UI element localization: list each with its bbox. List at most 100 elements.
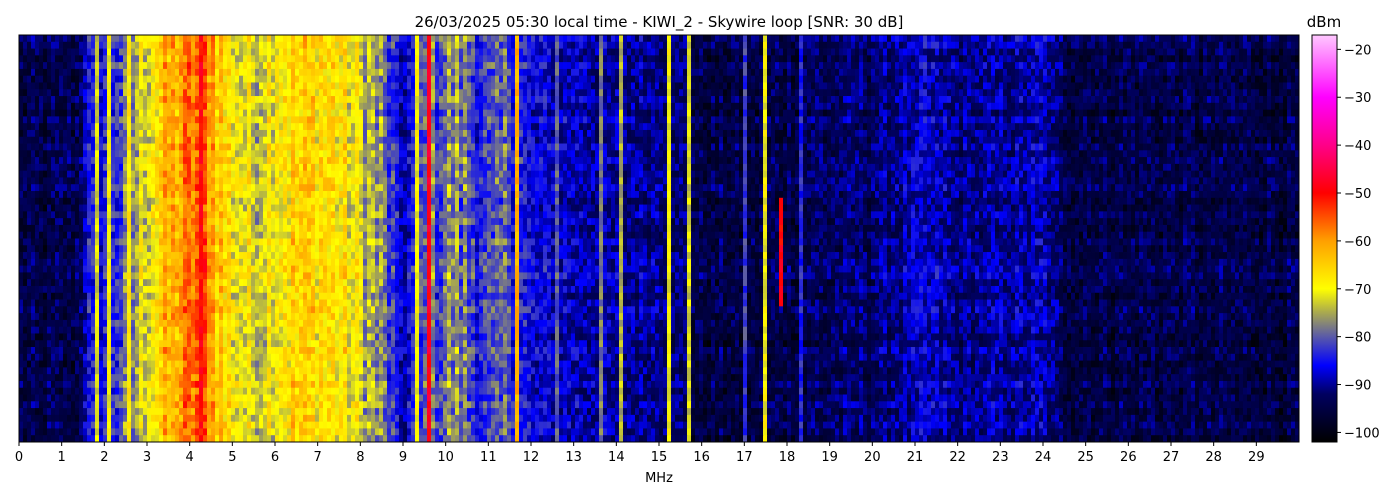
heatmap-cell	[251, 130, 255, 137]
heatmap-cell	[1179, 55, 1183, 62]
heatmap-cell	[211, 116, 215, 123]
heatmap-cell	[1151, 82, 1155, 89]
heatmap-cell	[863, 42, 867, 49]
heatmap-cell	[387, 89, 391, 96]
heatmap-cell	[655, 49, 659, 56]
heatmap-cell	[183, 130, 187, 137]
heatmap-cell	[1183, 89, 1187, 96]
heatmap-cell	[1291, 35, 1295, 42]
heatmap-cell	[947, 110, 951, 117]
heatmap-cell	[675, 49, 679, 56]
heatmap-cell	[151, 137, 155, 144]
heatmap-cell	[659, 137, 663, 144]
heatmap-cell	[651, 76, 655, 83]
heatmap-cell	[743, 69, 747, 76]
heatmap-cell	[1115, 49, 1119, 56]
heatmap-cell	[1159, 103, 1163, 110]
heatmap-cell	[603, 103, 607, 110]
heatmap-cell	[1175, 42, 1179, 49]
heatmap-cell	[691, 76, 695, 83]
heatmap-cell	[559, 123, 563, 130]
heatmap-cell	[415, 89, 419, 96]
heatmap-cell	[723, 55, 727, 62]
heatmap-cell	[1019, 49, 1023, 56]
heatmap-cell	[675, 82, 679, 89]
heatmap-cell	[935, 76, 939, 83]
heatmap-cell	[675, 116, 679, 123]
heatmap-cell	[47, 137, 51, 144]
heatmap-cell	[723, 103, 727, 110]
heatmap-cell	[347, 49, 351, 56]
heatmap-cell	[955, 55, 959, 62]
heatmap-cell	[339, 137, 343, 144]
heatmap-cell	[511, 69, 515, 76]
heatmap-cell	[547, 42, 551, 49]
heatmap-cell	[663, 82, 667, 89]
heatmap-cell	[1111, 62, 1115, 69]
heatmap-cell	[367, 96, 371, 103]
heatmap-cell	[1043, 82, 1047, 89]
heatmap-cell	[295, 130, 299, 137]
heatmap-cell	[19, 123, 23, 130]
heatmap-cell	[343, 110, 347, 117]
heatmap-cell	[447, 55, 451, 62]
heatmap-cell	[739, 96, 743, 103]
heatmap-cell	[63, 89, 67, 96]
heatmap-cell	[139, 89, 143, 96]
heatmap-cell	[1059, 130, 1063, 137]
heatmap-cell	[1007, 42, 1011, 49]
heatmap-cell	[923, 103, 927, 110]
heatmap-cell	[555, 123, 559, 130]
heatmap-cell	[1035, 82, 1039, 89]
heatmap-cell	[383, 55, 387, 62]
heatmap-cell	[843, 76, 847, 83]
heatmap-cell	[659, 49, 663, 56]
heatmap-cell	[271, 62, 275, 69]
heatmap-cell	[71, 123, 75, 130]
heatmap-cell	[779, 110, 783, 117]
heatmap-cell	[355, 96, 359, 103]
heatmap-cell	[771, 89, 775, 96]
heatmap-cell	[315, 76, 319, 83]
heatmap-cell	[655, 62, 659, 69]
heatmap-cell	[1019, 82, 1023, 89]
heatmap-cell	[411, 123, 415, 130]
heatmap-cell	[95, 42, 99, 49]
heatmap-cell	[835, 123, 839, 130]
heatmap-cell	[747, 123, 751, 130]
heatmap-cell	[43, 137, 47, 144]
heatmap-cell	[75, 42, 79, 49]
heatmap-cell	[391, 123, 395, 130]
heatmap-cell	[227, 62, 231, 69]
heatmap-cell	[1083, 96, 1087, 103]
heatmap-cell	[1055, 96, 1059, 103]
heatmap-cell	[755, 42, 759, 49]
heatmap-cell	[883, 42, 887, 49]
heatmap-cell	[691, 103, 695, 110]
heatmap-cell	[1187, 82, 1191, 89]
heatmap-cell	[111, 35, 115, 42]
heatmap-cell	[407, 55, 411, 62]
heatmap-cell	[579, 49, 583, 56]
heatmap-cell	[323, 82, 327, 89]
heatmap-cell	[623, 62, 627, 69]
heatmap-cell	[495, 123, 499, 130]
heatmap-cell	[1139, 89, 1143, 96]
heatmap-cell	[503, 103, 507, 110]
heatmap-cell	[695, 82, 699, 89]
heatmap-cell	[603, 116, 607, 123]
heatmap-cell	[503, 49, 507, 56]
heatmap-cell	[891, 82, 895, 89]
heatmap-cell	[399, 110, 403, 117]
heatmap-cell	[1283, 110, 1287, 117]
heatmap-cell	[671, 96, 675, 103]
heatmap-cell	[459, 49, 463, 56]
heatmap-cell	[523, 89, 527, 96]
heatmap-cell	[203, 103, 207, 110]
heatmap-cell	[1163, 110, 1167, 117]
heatmap-cell	[867, 103, 871, 110]
heatmap-cell	[243, 137, 247, 144]
heatmap-cell	[91, 69, 95, 76]
heatmap-cell	[835, 96, 839, 103]
heatmap-cell	[1103, 123, 1107, 130]
